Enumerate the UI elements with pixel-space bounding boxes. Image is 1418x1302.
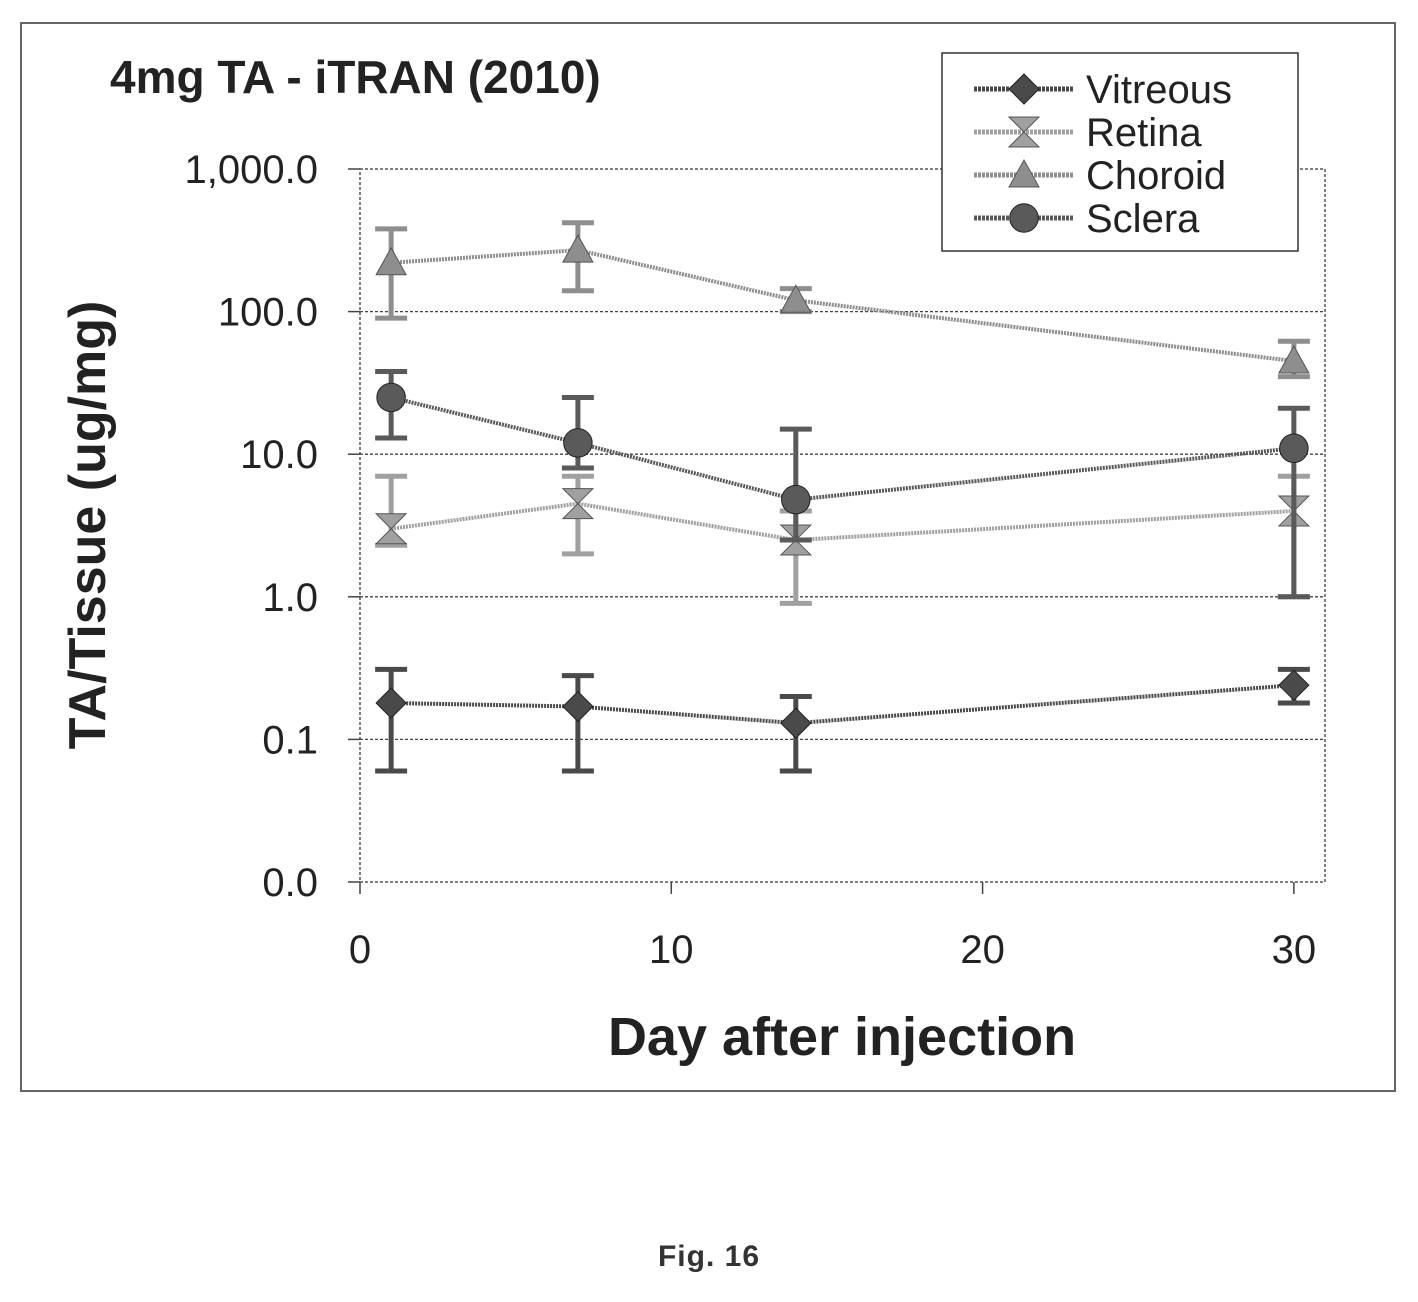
series-line — [391, 683, 1295, 726]
data-point — [1279, 433, 1309, 464]
data-point — [563, 428, 593, 458]
series-line — [390, 395, 1295, 502]
x-tick-label: 10 — [649, 928, 694, 972]
legend-label: Retina — [1086, 111, 1202, 155]
legend-marker — [1008, 158, 1040, 188]
data-point — [1278, 669, 1310, 701]
data-point — [375, 246, 407, 276]
series-line — [390, 248, 1295, 364]
y-tick-label: 0.0 — [262, 861, 318, 905]
y-tick-label: 1.0 — [262, 576, 318, 620]
data-point — [561, 488, 595, 520]
legend-label: Choroid — [1086, 154, 1226, 198]
legend-marker — [1009, 203, 1039, 233]
x-tick-label: 30 — [1272, 928, 1317, 972]
y-axis-label: TA/Tissue (ug/mg) — [59, 301, 117, 750]
y-tick-label: 1,000.0 — [185, 148, 318, 192]
data-point — [376, 382, 406, 413]
data-point — [1278, 345, 1310, 374]
plot-area — [359, 168, 1326, 883]
data-point — [375, 687, 407, 719]
legend-marker — [1008, 73, 1040, 105]
data-point — [781, 484, 811, 515]
data-point — [374, 513, 408, 545]
y-tick-label: 100.0 — [218, 291, 318, 335]
data-point — [562, 234, 594, 263]
x-tick-label: 20 — [960, 928, 1005, 972]
legend-label: Sclera — [1086, 197, 1200, 241]
figure-frame — [20, 22, 1396, 1092]
series-line — [390, 501, 1294, 543]
y-tick-label: 0.1 — [262, 718, 318, 762]
legend-label: Vitreous — [1086, 68, 1232, 112]
data-point — [779, 284, 812, 313]
x-axis-label: Day after injection — [608, 1007, 1076, 1067]
legend — [941, 52, 1299, 252]
chart-title: 4mg TA - iTRAN (2010) — [110, 51, 601, 103]
data-point — [562, 690, 594, 723]
figure-caption: Fig. 16 — [657, 1240, 761, 1273]
y-tick-label: 10.0 — [240, 433, 318, 477]
data-point — [780, 707, 812, 739]
legend-marker — [1007, 116, 1041, 148]
x-tick-label: 0 — [349, 928, 371, 972]
